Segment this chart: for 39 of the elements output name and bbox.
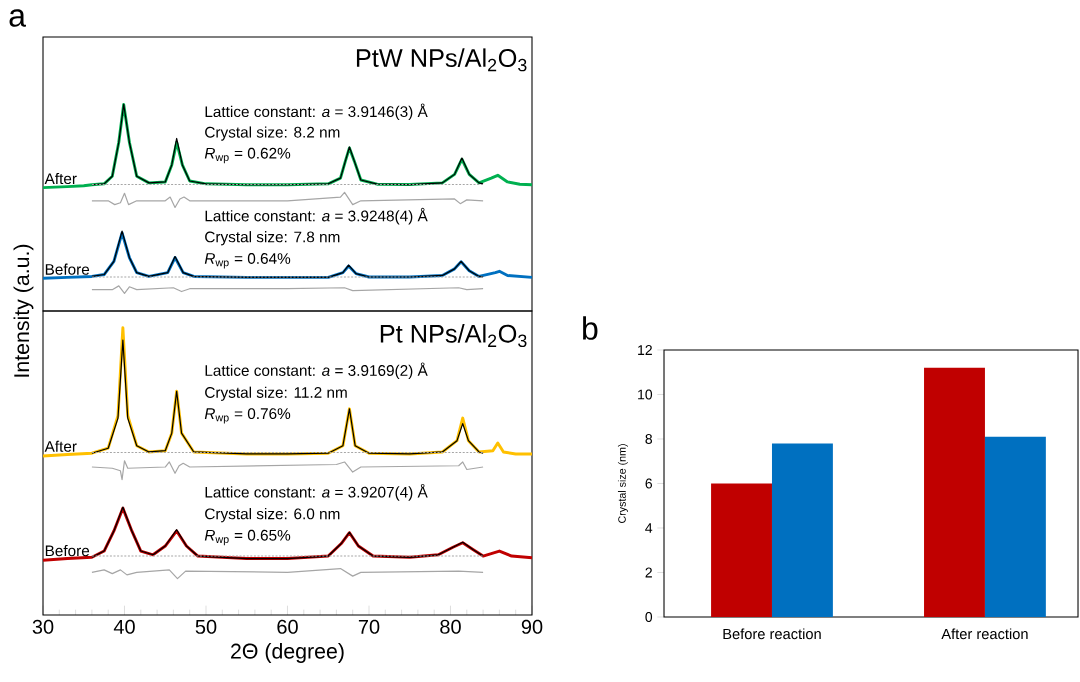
annotation: Lattice constant: a = 3.9207(4) Å [205,484,428,501]
chart-title: PtW NPs/Al$_{2}$O$_{3}$ [356,48,527,72]
x-tick-label: 30 [32,619,54,634]
y-tick-label: 12 [638,345,652,355]
y-tick-label: 4 [645,523,653,533]
y-tick-label: 6 [645,478,653,489]
annotation: Crystal size: 7.8 nm [205,231,340,246]
x-tick-label: 90 [521,619,543,634]
annotation: Lattice constant: a = 3.9248(4) Å [205,207,428,225]
x-tick-label: 70 [358,619,380,634]
x-tick-label: After reaction [941,628,1028,640]
text: b [583,316,598,340]
x-axis-title: 2Θ (degree) [231,643,344,663]
y-axis-title: Intensity (a.u.) [13,244,34,377]
annotation: Crystal size: 6.0 nm [205,508,340,523]
series-label: Before [45,263,90,275]
series-label: Before [45,544,90,557]
text: a [9,9,26,27]
y-tick-label: 2 [645,567,652,578]
y-tick-label: 0 [645,612,653,622]
x-tick-label: 80 [440,619,461,634]
annotation: R$_{wp}$ = 0.62% [204,147,291,164]
y-tick-label: 10 [638,389,653,400]
x-tick-label: 60 [277,619,298,634]
series-label: After [44,440,77,452]
y-axis-title: Crystal size (nm) [617,444,628,523]
annotation: R$_{wp}$ = 0.65% [204,529,291,546]
x-tick-label: Before reaction [723,628,821,640]
annotation: R$_{wp}$ = 0.64% [204,253,291,269]
annotation: Crystal size: 8.2 nm [205,126,340,141]
annotation: R$_{wp}$ = 0.76% [204,408,291,424]
annotation: Lattice constant: a = 3.9169(2) Å [205,362,428,379]
x-tick-label: 40 [113,619,135,634]
series-label: After [44,172,77,185]
x-tick-label: 50 [195,619,217,634]
annotation: Lattice constant: a = 3.9146(3) Å [205,103,428,121]
y-tick-label: 8 [645,434,653,444]
annotation: Crystal size: 11.2 nm [205,386,347,401]
chart-title: Pt NPs/Al$_{2}$O$_{3}$ [380,324,527,348]
